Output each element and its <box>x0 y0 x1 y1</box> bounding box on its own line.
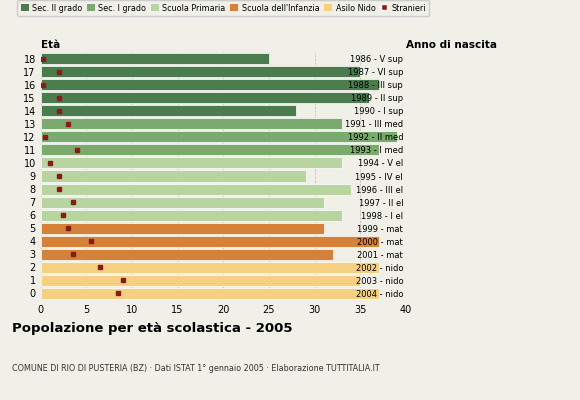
Text: Popolazione per età scolastica - 2005: Popolazione per età scolastica - 2005 <box>12 322 292 335</box>
Text: Anno di nascita: Anno di nascita <box>406 40 497 50</box>
Bar <box>41 288 379 299</box>
Bar <box>41 66 360 77</box>
Bar <box>41 184 351 194</box>
Bar <box>41 196 324 208</box>
Bar <box>41 158 342 168</box>
Text: Età: Età <box>41 40 60 50</box>
Bar <box>41 79 379 90</box>
Bar <box>41 118 342 129</box>
Bar <box>41 105 296 116</box>
Bar <box>41 144 379 156</box>
Bar <box>41 131 397 142</box>
Bar <box>41 53 269 64</box>
Bar <box>41 210 342 221</box>
Legend: Sec. II grado, Sec. I grado, Scuola Primaria, Scuola dell'Infanzia, Asilo Nido, : Sec. II grado, Sec. I grado, Scuola Prim… <box>17 0 429 16</box>
Bar <box>41 236 379 247</box>
Bar <box>41 275 360 286</box>
Text: COMUNE DI RIO DI PUSTERIA (BZ) · Dati ISTAT 1° gennaio 2005 · Elaborazione TUTTI: COMUNE DI RIO DI PUSTERIA (BZ) · Dati IS… <box>12 364 379 373</box>
Bar <box>41 262 379 273</box>
Bar <box>41 223 324 234</box>
Bar <box>41 92 369 103</box>
Bar <box>41 170 306 182</box>
Bar <box>41 249 333 260</box>
